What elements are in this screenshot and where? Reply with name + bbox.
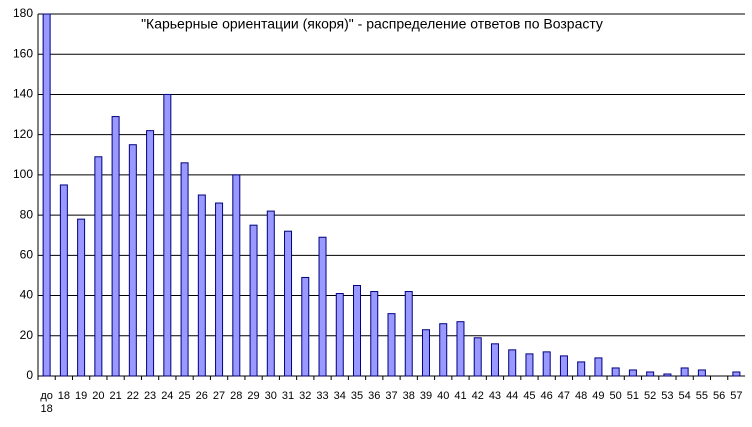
bar xyxy=(680,367,689,377)
y-tick-label: 140 xyxy=(13,87,33,101)
bar xyxy=(525,353,534,377)
y-tick-label: 80 xyxy=(20,207,34,221)
x-tick-label: 37 xyxy=(385,390,398,402)
x-tick-label: до 18 xyxy=(40,390,53,415)
bar xyxy=(663,373,672,377)
bar xyxy=(577,361,586,377)
x-tick-label: 22 xyxy=(126,390,139,402)
x-tick-label: 43 xyxy=(488,390,502,402)
bar xyxy=(284,230,293,377)
bar xyxy=(732,371,741,377)
x-tick-label: 53 xyxy=(661,390,674,402)
bar xyxy=(353,285,362,377)
bar xyxy=(697,369,706,377)
x-tick-label: 29 xyxy=(247,390,260,402)
x-tick-label: 57 xyxy=(730,390,743,402)
x-tick-label: 49 xyxy=(592,390,605,402)
x-tick-label: 46 xyxy=(540,390,553,402)
bar xyxy=(508,349,517,377)
bar xyxy=(370,291,379,377)
x-tick-label: 54 xyxy=(678,390,691,402)
x-tick-label: 34 xyxy=(333,390,346,402)
x-tick-label: 26 xyxy=(195,390,208,402)
bar xyxy=(335,293,344,377)
bar xyxy=(318,236,327,377)
bar xyxy=(180,162,189,377)
x-tick-label: 23 xyxy=(143,390,157,402)
bar xyxy=(94,156,103,377)
x-tick-label: 41 xyxy=(454,390,467,402)
x-tick-label: 50 xyxy=(609,390,622,402)
bar xyxy=(128,144,137,377)
bar xyxy=(77,218,86,377)
bar xyxy=(111,116,120,377)
x-tick-label: 48 xyxy=(575,390,588,402)
chart-title: "Карьерные ориентации (якоря)" - распред… xyxy=(141,16,603,32)
bar xyxy=(542,351,551,377)
bar xyxy=(456,321,465,377)
x-tick-label: 39 xyxy=(419,390,433,402)
y-tick-label: 60 xyxy=(20,248,34,262)
y-tick-label: 180 xyxy=(13,6,33,20)
bar xyxy=(42,13,51,377)
x-tick-label: 36 xyxy=(368,390,381,402)
x-tick-label: 19 xyxy=(74,390,88,402)
x-tick-label: 44 xyxy=(506,390,519,402)
bar xyxy=(59,184,68,377)
bar xyxy=(197,194,206,377)
bar xyxy=(163,93,172,377)
bar xyxy=(266,210,275,377)
bar xyxy=(439,323,448,377)
bar xyxy=(559,355,568,377)
x-tick-label: 18 xyxy=(57,390,70,402)
bar xyxy=(404,291,413,377)
x-tick-label: 45 xyxy=(523,390,536,402)
x-tick-label: 40 xyxy=(437,390,450,402)
y-tick-label: 100 xyxy=(13,167,33,181)
x-tick-label: 20 xyxy=(92,390,105,402)
x-tick-label: 51 xyxy=(626,390,640,402)
bar xyxy=(301,276,310,377)
bar xyxy=(646,371,655,377)
bar xyxy=(594,357,603,377)
bar xyxy=(249,224,258,377)
x-tick-label: 56 xyxy=(712,390,726,402)
y-tick-label: 40 xyxy=(20,288,34,302)
bar xyxy=(232,174,241,377)
x-tick-label: 30 xyxy=(264,390,277,402)
x-tick-label: 42 xyxy=(471,390,484,402)
x-tick-label: 24 xyxy=(161,390,174,402)
x-tick-label: 25 xyxy=(178,390,191,402)
y-tick-label: 120 xyxy=(13,127,33,141)
x-tick-label: 33 xyxy=(316,390,329,402)
x-tick-label: 32 xyxy=(299,390,312,402)
bar xyxy=(421,329,430,377)
bar xyxy=(146,130,155,377)
x-tick-label: 55 xyxy=(695,390,708,402)
y-tick-label: 20 xyxy=(20,328,34,342)
x-tick-label: 31 xyxy=(281,390,295,402)
bar xyxy=(215,202,224,377)
x-tick-label: 28 xyxy=(230,390,243,402)
x-tick-label: 47 xyxy=(557,390,571,402)
bar xyxy=(611,367,620,377)
x-tick-label: 38 xyxy=(402,390,415,402)
y-tick-label: 0 xyxy=(26,368,33,382)
y-tick-label: 160 xyxy=(13,46,33,60)
bar xyxy=(490,343,499,377)
x-tick-label: 21 xyxy=(109,390,122,402)
bar xyxy=(387,313,396,377)
x-tick-label: 35 xyxy=(350,390,364,402)
bar xyxy=(473,337,482,377)
x-tick-label: 27 xyxy=(212,390,226,402)
x-tick-label: 52 xyxy=(644,390,657,402)
bar xyxy=(628,369,637,377)
